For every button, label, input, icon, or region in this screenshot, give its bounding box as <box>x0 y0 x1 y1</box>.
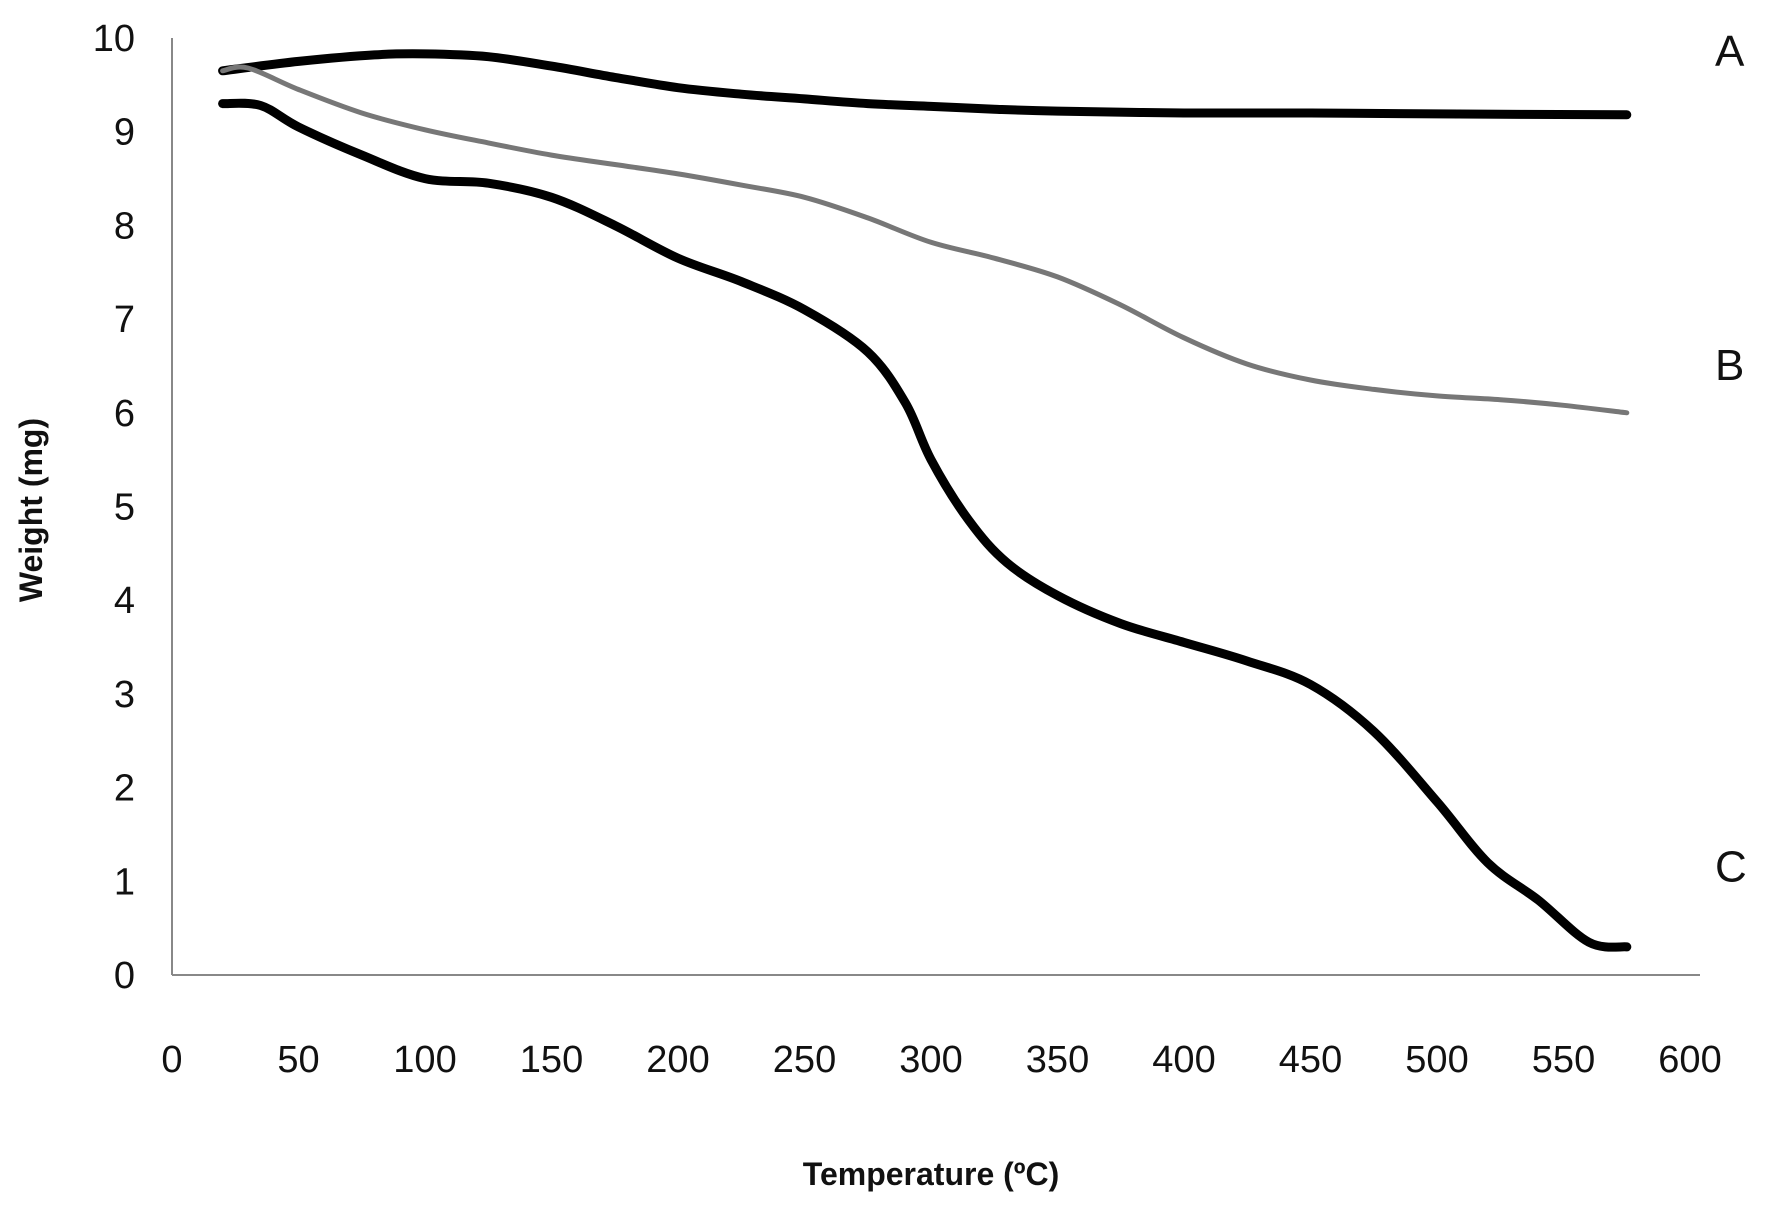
x-tick-label: 300 <box>899 1039 962 1081</box>
x-tick-label: 250 <box>773 1039 836 1081</box>
y-tick-label: 4 <box>114 580 135 622</box>
y-tick-label: 3 <box>114 674 135 716</box>
series-label-b: B <box>1715 341 1744 390</box>
x-tick-label: 500 <box>1405 1039 1468 1081</box>
series-line-a <box>218 49 1632 120</box>
axes <box>171 38 1700 976</box>
x-tick-label: 550 <box>1532 1039 1595 1081</box>
y-tick-label: 6 <box>114 393 135 435</box>
series-line-b <box>220 64 1630 416</box>
x-tick-label: 100 <box>393 1039 456 1081</box>
y-tick-label: 7 <box>114 299 135 341</box>
x-tick-label: 450 <box>1279 1039 1342 1081</box>
series-line-c <box>218 98 1632 952</box>
y-tick-label: 8 <box>114 205 135 247</box>
x-tick-label: 600 <box>1658 1039 1721 1081</box>
series-lines <box>218 49 1632 952</box>
x-tick-label: 400 <box>1152 1039 1215 1081</box>
y-tick-label: 10 <box>93 18 135 60</box>
series-labels: A B C <box>1715 27 1747 891</box>
y-tick-label: 9 <box>114 112 135 154</box>
x-tick-label: 350 <box>1026 1039 1089 1081</box>
series-label-c: C <box>1715 842 1747 891</box>
x-tick-label: 0 <box>161 1039 182 1081</box>
y-tick-label: 2 <box>114 768 135 810</box>
tick-labels: 0 50 100 150 200 250 300 350 400 450 500 550 600 0 1 2 3… <box>93 18 1722 1081</box>
y-tick-label: 1 <box>114 861 135 903</box>
series-label-a: A <box>1715 27 1745 76</box>
y-tick-label: 5 <box>114 487 135 529</box>
x-tick-label: 200 <box>646 1039 709 1081</box>
y-axis-title: Weight (mg) <box>13 418 49 602</box>
x-tick-label: 50 <box>277 1039 319 1081</box>
x-axis-title: Temperature (ºC) <box>803 1156 1059 1192</box>
x-tick-label: 150 <box>520 1039 583 1081</box>
y-tick-label: 0 <box>114 955 135 997</box>
